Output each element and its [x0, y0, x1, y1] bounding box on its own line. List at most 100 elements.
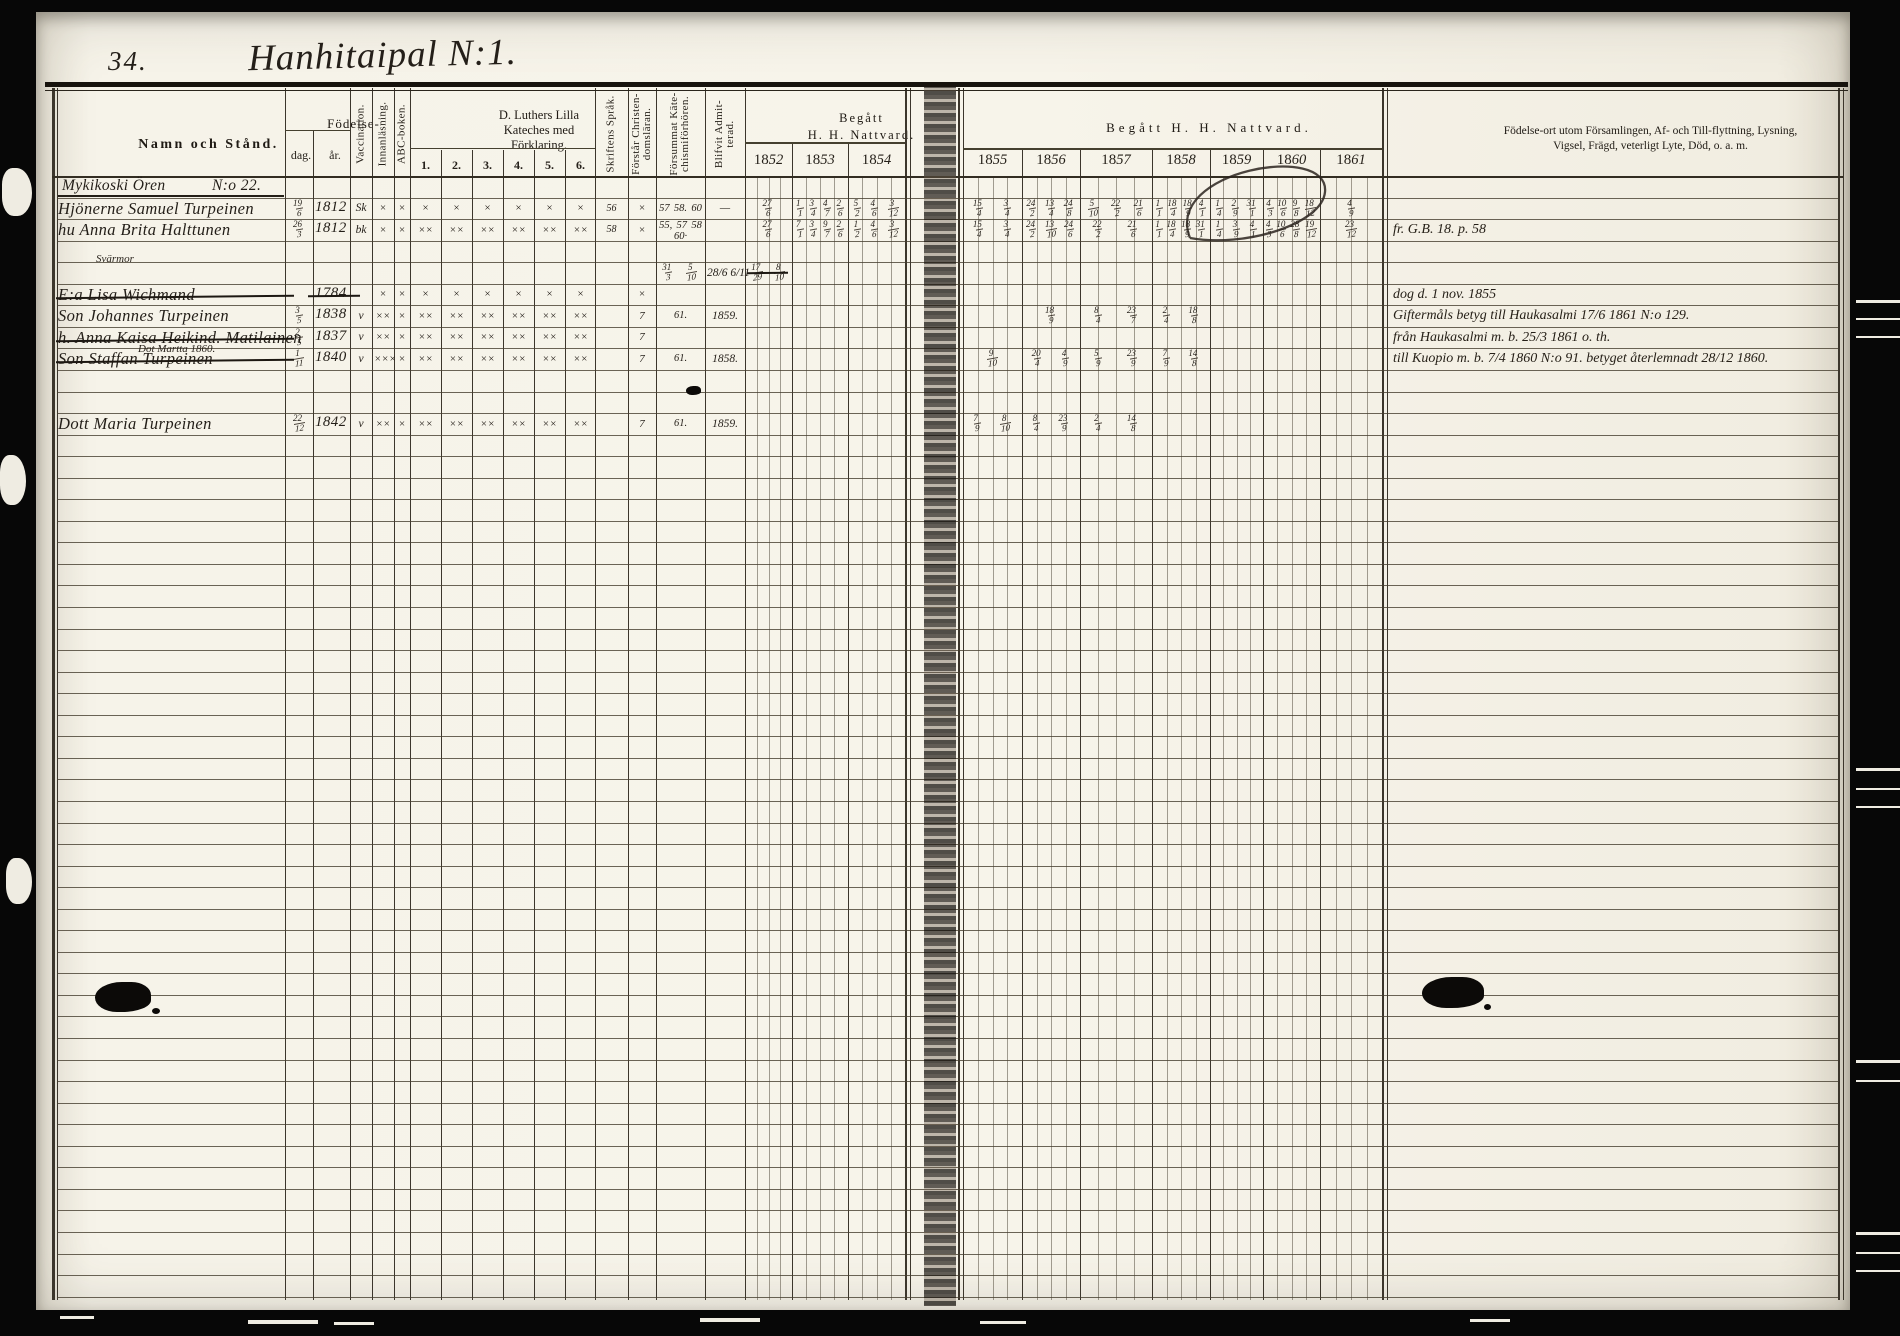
communion-date: 27 6: [762, 197, 772, 219]
catechism-part-number: 2.: [452, 158, 461, 172]
table-cell: ××: [442, 328, 471, 347]
handwritten-value: 7: [639, 309, 645, 322]
handwritten-value: ×: [398, 352, 406, 365]
table-cell: ×: [442, 285, 471, 304]
table-rule-vertical: [1223, 176, 1225, 1300]
table-cell: 57 58. 60: [657, 199, 704, 218]
table-cell: 1 11: [286, 349, 312, 370]
table-cell: 15 4 3 4: [964, 220, 1021, 240]
table-cell: 15 4 3 4: [964, 198, 1021, 219]
handwritten-value: 7: [639, 331, 645, 344]
catechism-part-number: 6.: [576, 158, 585, 172]
table-rule-vertical: [1277, 176, 1279, 1300]
table-rule-vertical: [1036, 176, 1038, 1300]
table-cell: 56: [596, 199, 627, 218]
handwritten-value: ××: [449, 331, 464, 344]
communion-date: 26 3: [293, 219, 303, 240]
table-cell: ××: [535, 220, 564, 239]
table-cell: ××: [442, 349, 471, 368]
col-header-reading: Innanläsning.: [376, 101, 389, 167]
table-cell: ××: [566, 220, 595, 239]
person-name: Dott Maria Turpeinen: [58, 414, 212, 434]
table-rule-vertical: [1291, 176, 1293, 1300]
handwritten-value: 55,: [659, 220, 673, 232]
table-rule-vertical: [1305, 176, 1307, 1300]
table-cell: 1 4 2 9 31 1: [1211, 197, 1262, 219]
table-rule-vertical: [977, 176, 979, 1300]
page-gutter-shadow: [924, 84, 956, 1306]
table-cell: ×: [395, 220, 409, 239]
table-rule-vertical: [503, 150, 504, 1300]
communion-date: 5 10: [686, 262, 698, 284]
table-cell: 24 2 13 4 24 8: [1023, 197, 1079, 219]
handwritten-value: 58: [691, 220, 702, 232]
table-rule-vertical: [820, 176, 821, 1300]
handwritten-value: ××: [573, 331, 588, 344]
handwritten-value: ××: [573, 417, 588, 430]
table-rule-vertical: [1065, 176, 1067, 1300]
table-cell: ×: [373, 199, 393, 218]
handwritten-value: 7: [639, 352, 645, 365]
table-cell: ××: [442, 414, 471, 433]
communion-date: 17 29: [751, 262, 763, 284]
table-rule-vertical: [1335, 176, 1337, 1300]
table-cell: ××: [411, 306, 440, 325]
table-cell: 31 3 5 10: [657, 262, 704, 284]
table-rule-vertical: [1098, 176, 1099, 1300]
table-cell: ××: [504, 349, 533, 368]
page-title: Hanhitaipal N:1.: [247, 31, 518, 80]
table-cell: ××: [442, 220, 471, 239]
handwritten-value: ×: [483, 288, 492, 301]
table-cell: 17 29 8 10: [746, 262, 791, 284]
col-header-communion-left: Begått H. H. Nattvard.: [807, 111, 916, 142]
handwritten-value: ××: [480, 331, 495, 344]
col-header-name-status: Namn och Stånd.: [138, 137, 279, 152]
table-cell: 5 10 22 2 21 6: [1081, 198, 1151, 219]
table-cell: ××: [473, 414, 502, 433]
table-cell: v: [351, 328, 371, 347]
col-header-vaccination: Vaccination.: [354, 104, 367, 164]
handwritten-value: 57: [676, 220, 688, 232]
table-cell: 2 4 18 8: [1153, 306, 1209, 326]
communion-date: 24 2: [1026, 219, 1036, 240]
ink-blot: [152, 1008, 160, 1014]
handwritten-value: ×: [576, 288, 585, 301]
handwritten-value: ×: [379, 223, 387, 236]
table-cell: 2 4 14 8: [1081, 414, 1151, 434]
scanner-streak: [1470, 1319, 1510, 1322]
handwritten-value: 58: [606, 224, 617, 236]
communion-date: 18 9: [1182, 197, 1192, 219]
birth-year: 1837: [315, 327, 347, 344]
table-cell: ××: [411, 414, 440, 433]
handwritten-value: 58.: [673, 202, 688, 214]
table-rule-vertical: [472, 150, 473, 1300]
handwritten-value: ×: [379, 202, 387, 215]
table-rule-vertical: [1366, 176, 1368, 1300]
year-label: 1859: [1221, 152, 1252, 168]
table-cell: 5 2 4 6 3 12: [849, 198, 904, 219]
col-header-missed-examination: Försummat Käte-chismiförhören.: [668, 92, 691, 176]
table-cell: ×: [629, 199, 655, 218]
scanner-streak: [1856, 806, 1900, 808]
table-rule-vertical: [1007, 176, 1009, 1300]
table-rule-vertical: [1249, 176, 1251, 1300]
person-name: hu Anna Brita Halttunen: [58, 220, 231, 240]
table-cell: v: [351, 306, 371, 325]
table-cell: Sk: [351, 199, 371, 218]
communion-date: 24 6: [1064, 219, 1074, 240]
communion-date: 31 1: [1246, 197, 1256, 219]
col-header-year: år.: [329, 148, 341, 162]
handwritten-value: ××: [418, 309, 433, 322]
communion-date: 13 4: [1044, 197, 1055, 219]
communion-date: 10 6: [1277, 197, 1287, 219]
